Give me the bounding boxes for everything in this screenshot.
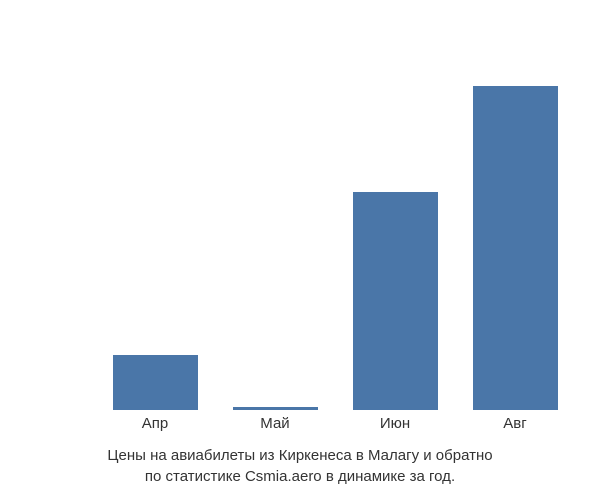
chart-container: [95, 20, 575, 410]
bar: [113, 355, 198, 410]
chart-caption: Цены на авиабилеты из Киркенеса в Малагу…: [0, 445, 600, 487]
caption-line-1: Цены на авиабилеты из Киркенеса в Малагу…: [0, 445, 600, 466]
x-tick-label: Авг: [503, 415, 526, 432]
bar: [353, 192, 438, 410]
caption-line-2: по статистике Csmia.aero в динамике за г…: [0, 466, 600, 487]
x-tick-label: Июн: [380, 415, 410, 432]
x-tick-label: Май: [260, 415, 289, 432]
bar: [473, 86, 558, 410]
bar: [233, 407, 318, 410]
plot-area: [95, 20, 575, 410]
x-tick-label: Апр: [142, 415, 168, 432]
